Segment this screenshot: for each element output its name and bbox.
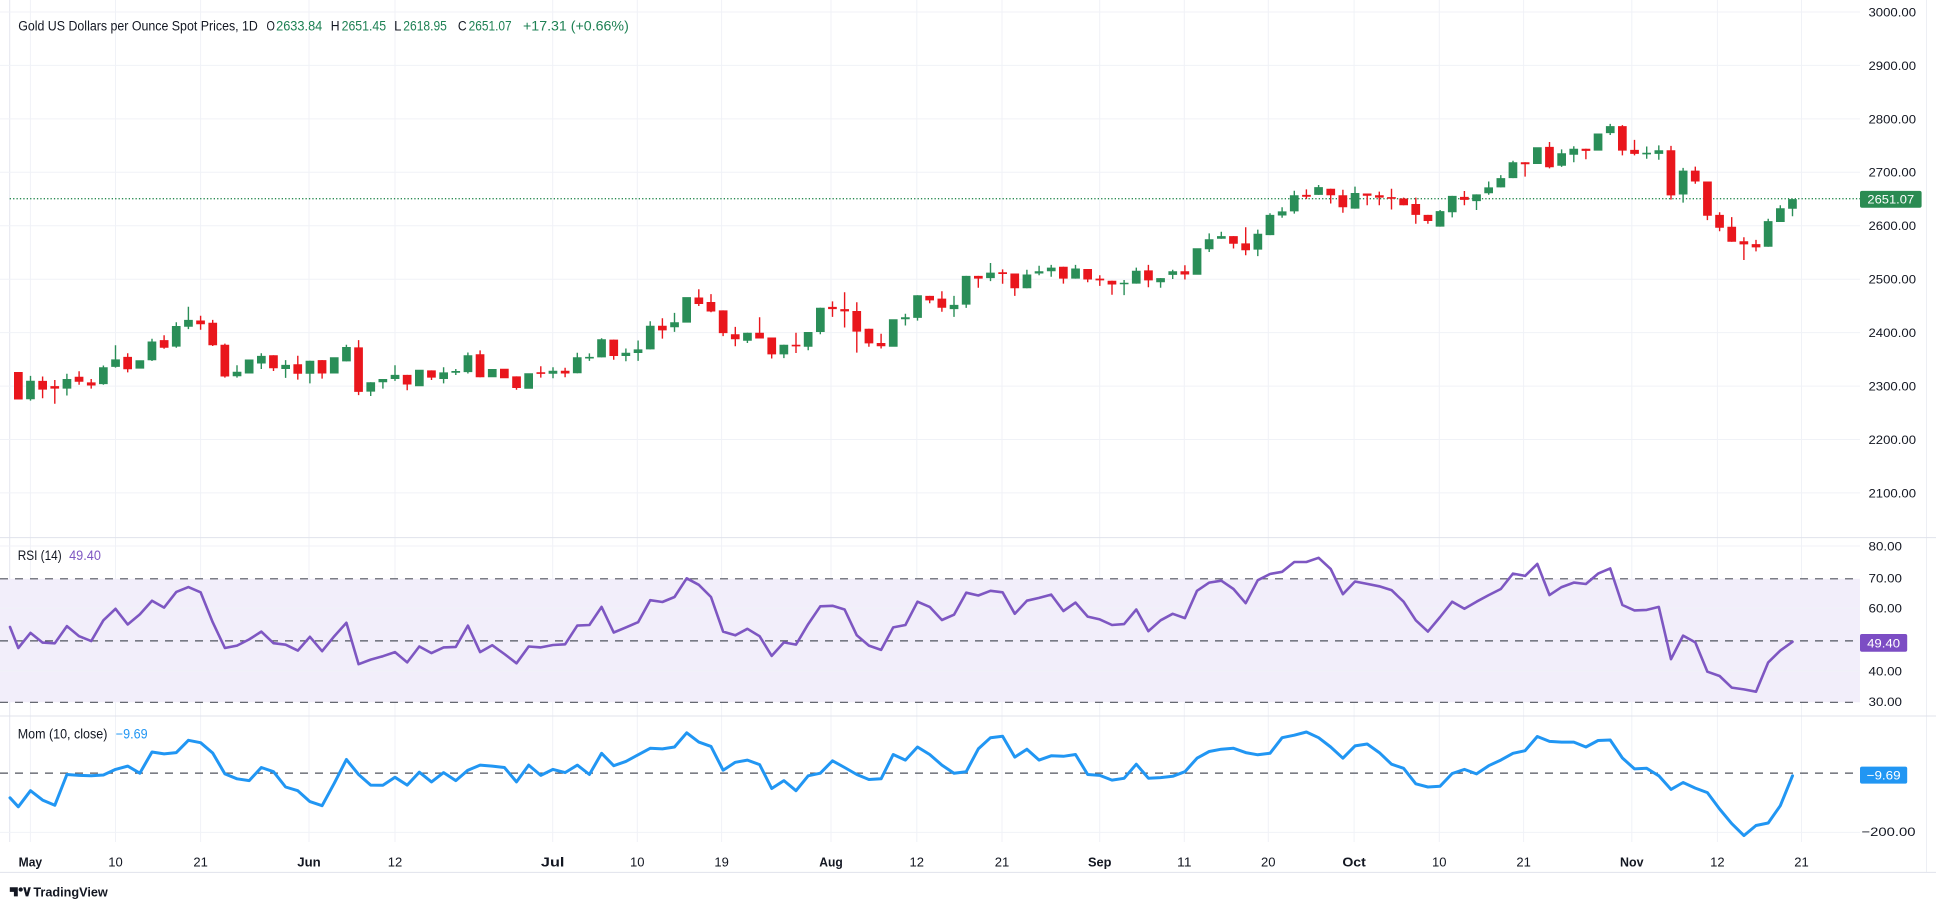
svg-text:L: L (394, 19, 402, 34)
svg-text:21: 21 (1794, 854, 1809, 869)
svg-text:Gold US Dollars per Ounce Spot: Gold US Dollars per Ounce Spot Prices, 1… (18, 19, 258, 34)
svg-text:2800.00: 2800.00 (1869, 112, 1917, 126)
svg-text:RSI (14): RSI (14) (18, 548, 62, 563)
svg-text:10: 10 (108, 854, 123, 869)
svg-text:49.40: 49.40 (69, 548, 101, 563)
svg-text:12: 12 (910, 854, 925, 869)
svg-text:Jun: Jun (297, 854, 321, 869)
svg-text:70.00: 70.00 (1869, 571, 1903, 585)
svg-text:2700.00: 2700.00 (1869, 166, 1917, 180)
svg-text:−9.69: −9.69 (116, 727, 148, 742)
svg-text:80.00: 80.00 (1869, 539, 1903, 553)
svg-text:21: 21 (1516, 854, 1531, 869)
svg-text:10: 10 (1432, 854, 1447, 869)
svg-text:Nov: Nov (1620, 854, 1644, 869)
svg-text:19: 19 (714, 854, 729, 869)
svg-text:H: H (331, 19, 340, 34)
svg-text:12: 12 (388, 854, 403, 869)
svg-text:Oct: Oct (1342, 854, 1366, 869)
svg-text:21: 21 (193, 854, 208, 869)
svg-text:40.00: 40.00 (1869, 664, 1903, 678)
svg-text:3000.00: 3000.00 (1869, 5, 1917, 19)
svg-text:10: 10 (630, 854, 645, 869)
svg-text:2500.00: 2500.00 (1869, 273, 1917, 287)
svg-text:20: 20 (1261, 854, 1276, 869)
svg-text:2900.00: 2900.00 (1869, 59, 1917, 73)
svg-text:2651.45: 2651.45 (342, 19, 387, 34)
svg-text:11: 11 (1177, 854, 1192, 869)
svg-text:2100.00: 2100.00 (1869, 486, 1917, 500)
svg-text:−9.69: −9.69 (1867, 769, 1901, 783)
svg-text:2300.00: 2300.00 (1869, 380, 1917, 394)
svg-text:Mom (10, close): Mom (10, close) (18, 727, 108, 742)
svg-text:−200.00: −200.00 (1862, 825, 1916, 839)
svg-text:2618.95: 2618.95 (403, 19, 447, 34)
svg-text:+17.31 (+0.66%): +17.31 (+0.66%) (523, 19, 629, 34)
svg-text:2651.07: 2651.07 (1867, 193, 1914, 207)
svg-text:O: O (267, 19, 275, 34)
svg-text:TradingView: TradingView (33, 885, 108, 900)
svg-text:30.00: 30.00 (1869, 695, 1903, 709)
svg-text:2200.00: 2200.00 (1869, 433, 1917, 447)
svg-text:60.00: 60.00 (1869, 602, 1903, 616)
svg-text:2400.00: 2400.00 (1869, 326, 1917, 340)
svg-text:Aug: Aug (819, 854, 843, 869)
svg-text:21: 21 (995, 854, 1010, 869)
svg-text:Jul: Jul (541, 854, 565, 869)
svg-text:2651.07: 2651.07 (469, 19, 512, 34)
svg-text:C: C (458, 19, 467, 34)
svg-text:May: May (19, 854, 43, 869)
svg-text:49.40: 49.40 (1867, 636, 1900, 650)
svg-text:Sep: Sep (1088, 854, 1112, 869)
svg-text:2600.00: 2600.00 (1869, 219, 1917, 233)
svg-text:2633.84: 2633.84 (276, 19, 323, 34)
svg-text:12: 12 (1710, 854, 1725, 869)
